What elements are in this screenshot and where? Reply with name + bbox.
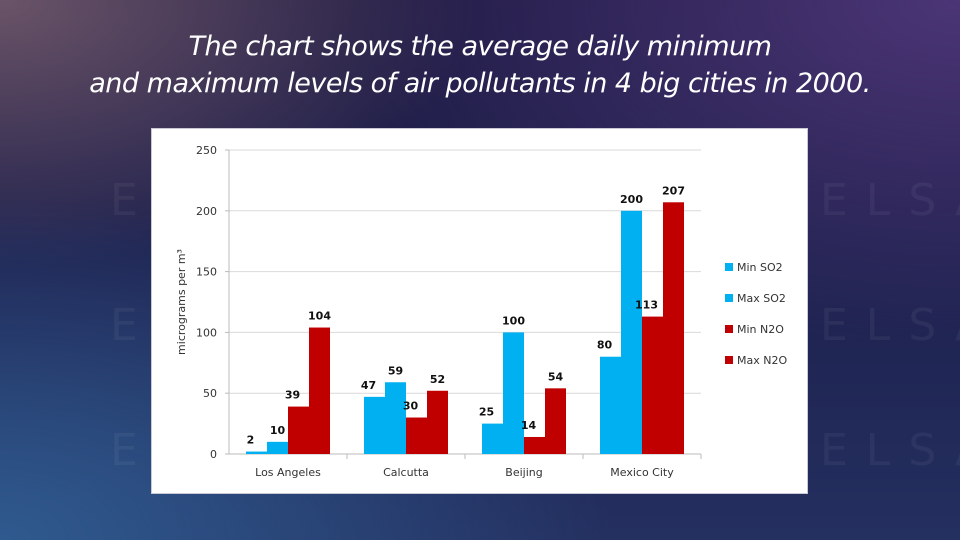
y-tick-label: 150 (196, 266, 217, 279)
data-label: 30 (403, 400, 419, 413)
data-label: 25 (479, 406, 494, 419)
watermark: ELSA (820, 175, 960, 226)
slide-title: The chart shows the average daily minimu… (0, 28, 960, 102)
y-tick-label: 250 (196, 144, 217, 157)
data-label: 39 (285, 389, 300, 402)
data-label: 113 (635, 299, 658, 312)
legend-swatch (725, 356, 733, 364)
data-label: 104 (308, 310, 331, 323)
bar (309, 327, 330, 454)
bar (642, 316, 663, 454)
legend-label: Min N2O (737, 323, 784, 336)
data-label: 100 (502, 314, 525, 327)
bar (482, 423, 503, 454)
y-tick-label: 50 (203, 387, 217, 400)
data-label: 59 (388, 364, 403, 377)
legend-label: Max SO2 (737, 292, 786, 305)
data-label: 80 (597, 339, 613, 352)
chart-panel: 0 50 100 150 200 250 micrograms per m³ Los Ange… (151, 128, 808, 494)
bar (600, 356, 621, 454)
bar (385, 382, 406, 454)
bar (503, 332, 524, 454)
x-tick-label: Los Angeles (255, 466, 321, 479)
bar (663, 202, 684, 454)
x-tick-label: Calcutta (383, 466, 429, 479)
legend-label: Min SO2 (737, 261, 783, 274)
bar (246, 451, 267, 454)
bar (364, 396, 385, 454)
bar (621, 210, 642, 454)
y-tick-label: 200 (196, 205, 217, 218)
legend-swatch (725, 263, 733, 271)
title-line-1: The chart shows the average daily minimu… (188, 31, 772, 62)
y-tick-label: 0 (210, 448, 217, 461)
bar (288, 406, 309, 454)
bar (545, 388, 566, 454)
y-tick-label: 100 (196, 326, 217, 339)
title-line-2: and maximum levels of air pollutants in … (89, 68, 871, 99)
data-label: 207 (662, 184, 685, 197)
bar (524, 436, 545, 454)
bar (267, 441, 288, 454)
bar (406, 417, 427, 454)
watermark: ELSA (820, 425, 960, 476)
data-label: 2 (247, 434, 255, 447)
legend-swatch (725, 294, 733, 302)
watermark: ELSA (820, 300, 960, 351)
y-axis-label: micrograms per m³ (175, 249, 188, 355)
data-label: 10 (270, 424, 286, 437)
x-tick-label: Beijing (505, 466, 542, 479)
bar (427, 390, 448, 454)
legend-swatch (725, 325, 733, 333)
data-label: 47 (361, 379, 376, 392)
data-label: 200 (620, 193, 643, 206)
data-label: 52 (430, 373, 445, 386)
data-label: 54 (548, 370, 564, 383)
legend-label: Max N2O (737, 354, 787, 367)
data-label: 14 (521, 419, 537, 432)
bar-chart: 0 50 100 150 200 250 micrograms per m³ Los Ange… (175, 144, 787, 479)
x-tick-label: Mexico City (610, 466, 674, 479)
